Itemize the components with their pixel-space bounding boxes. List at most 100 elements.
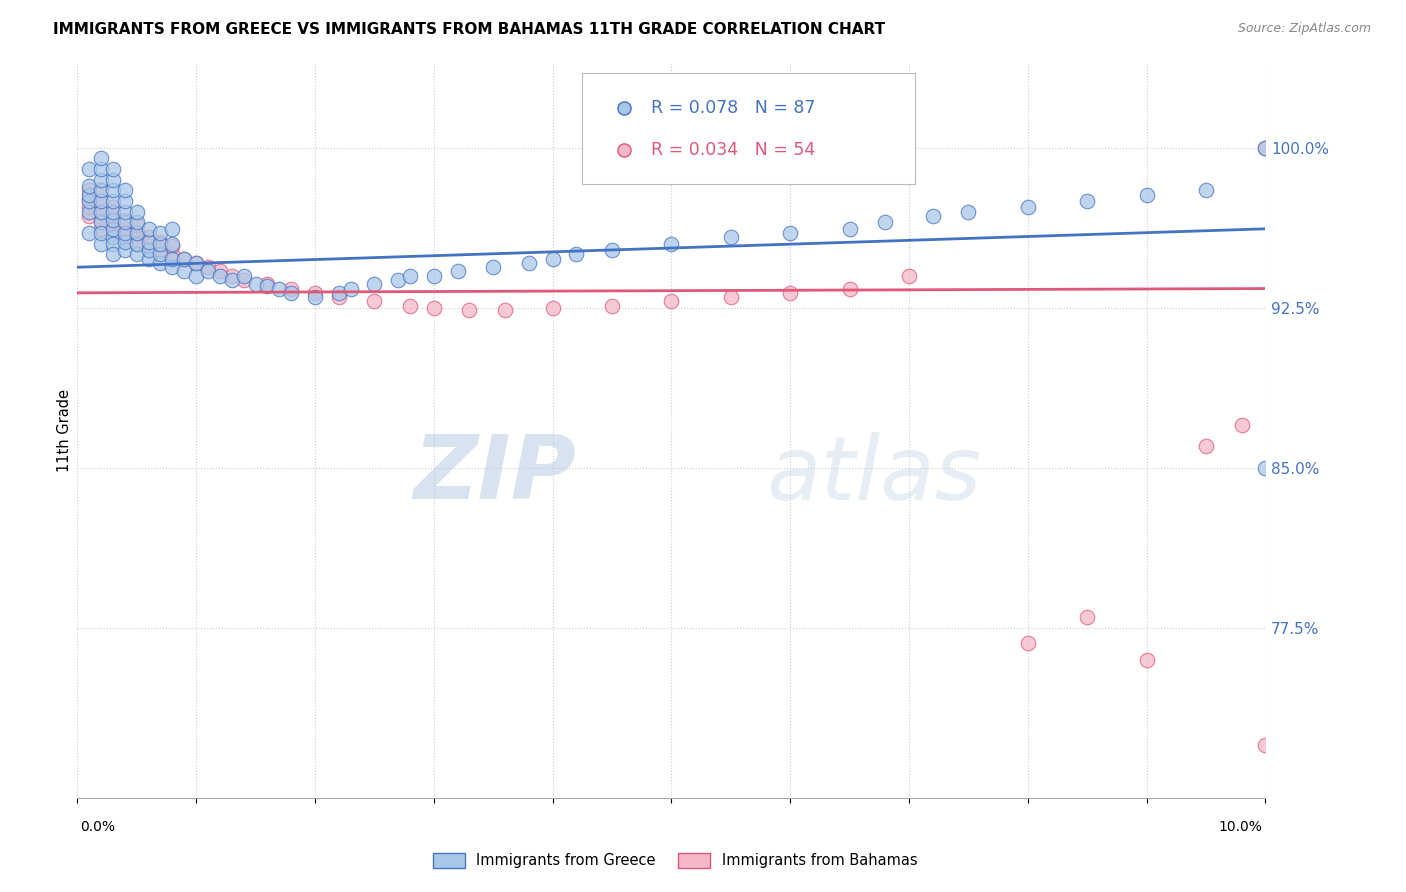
Point: [138, 222, 160, 236]
Point: [114, 226, 136, 240]
Point: [114, 204, 136, 219]
Point: [245, 277, 267, 292]
Point: [125, 204, 148, 219]
Point: [77, 194, 100, 208]
Point: [898, 268, 921, 283]
FancyBboxPatch shape: [582, 73, 915, 184]
Point: [221, 273, 243, 287]
Point: [114, 183, 136, 197]
Point: [162, 239, 184, 253]
Point: [77, 187, 100, 202]
Text: IMMIGRANTS FROM GREECE VS IMMIGRANTS FROM BAHAMAS 11TH GRADE CORRELATION CHART: IMMIGRANTS FROM GREECE VS IMMIGRANTS FRO…: [53, 22, 886, 37]
Point: [1230, 418, 1253, 433]
Text: 10.0%: 10.0%: [1219, 821, 1263, 834]
Point: [423, 268, 446, 283]
Point: [1017, 635, 1039, 649]
Point: [90, 215, 112, 229]
Point: [232, 273, 254, 287]
Point: [101, 194, 124, 208]
Point: [90, 194, 112, 208]
Point: [197, 264, 219, 278]
Point: [77, 183, 100, 197]
Point: [149, 256, 172, 270]
Point: [162, 252, 184, 266]
Point: [1254, 141, 1277, 155]
Point: [114, 222, 136, 236]
Point: [541, 252, 564, 266]
Point: [1254, 738, 1277, 752]
Point: [565, 247, 588, 261]
Point: [482, 260, 505, 275]
Text: atlas: atlas: [766, 432, 981, 517]
Point: [600, 299, 623, 313]
Point: [661, 294, 683, 309]
Point: [114, 230, 136, 244]
Point: [162, 236, 184, 251]
Point: [101, 173, 124, 187]
Point: [149, 235, 172, 249]
Point: [114, 194, 136, 208]
Point: [90, 183, 112, 197]
Point: [1136, 653, 1159, 667]
Point: [517, 256, 540, 270]
Y-axis label: 11th Grade: 11th Grade: [56, 389, 72, 472]
Point: [101, 222, 124, 236]
Point: [186, 268, 208, 283]
Point: [149, 236, 172, 251]
Point: [779, 285, 801, 300]
Point: [90, 236, 112, 251]
Point: [149, 243, 172, 257]
Text: 0.0%: 0.0%: [80, 821, 115, 834]
Point: [494, 302, 516, 317]
Point: [77, 201, 100, 215]
Point: [77, 204, 100, 219]
Point: [304, 285, 326, 300]
Point: [339, 281, 361, 295]
Point: [90, 162, 112, 177]
Point: [600, 243, 623, 257]
Point: [77, 162, 100, 177]
Point: [720, 230, 742, 244]
Point: [1076, 610, 1098, 624]
Point: [90, 152, 112, 166]
Text: ZIP: ZIP: [413, 431, 576, 518]
Point: [125, 218, 148, 232]
Point: [101, 162, 124, 177]
Point: [162, 260, 184, 275]
Point: [101, 204, 124, 219]
Point: [138, 230, 160, 244]
Point: [399, 299, 422, 313]
Point: [1195, 183, 1218, 197]
Point: [328, 285, 350, 300]
Point: [77, 179, 100, 194]
Point: [125, 215, 148, 229]
Point: [101, 183, 124, 197]
Point: [387, 273, 409, 287]
Point: [1017, 201, 1039, 215]
Point: [399, 268, 422, 283]
Point: [363, 294, 385, 309]
Point: [77, 226, 100, 240]
Point: [101, 236, 124, 251]
Point: [114, 215, 136, 229]
Point: [114, 235, 136, 249]
Point: [875, 215, 897, 229]
Point: [541, 301, 564, 315]
Point: [90, 204, 112, 219]
Point: [208, 264, 231, 278]
Point: [363, 277, 385, 292]
Point: [221, 268, 243, 283]
Point: [1195, 439, 1218, 453]
Point: [125, 247, 148, 261]
Point: [101, 209, 124, 223]
Point: [232, 268, 254, 283]
Point: [101, 213, 124, 227]
Point: [149, 247, 172, 261]
Point: [162, 247, 184, 261]
Point: [458, 302, 481, 317]
Point: [90, 194, 112, 208]
Point: [720, 290, 742, 304]
Point: [138, 243, 160, 257]
Point: [280, 281, 302, 295]
Point: [101, 226, 124, 240]
